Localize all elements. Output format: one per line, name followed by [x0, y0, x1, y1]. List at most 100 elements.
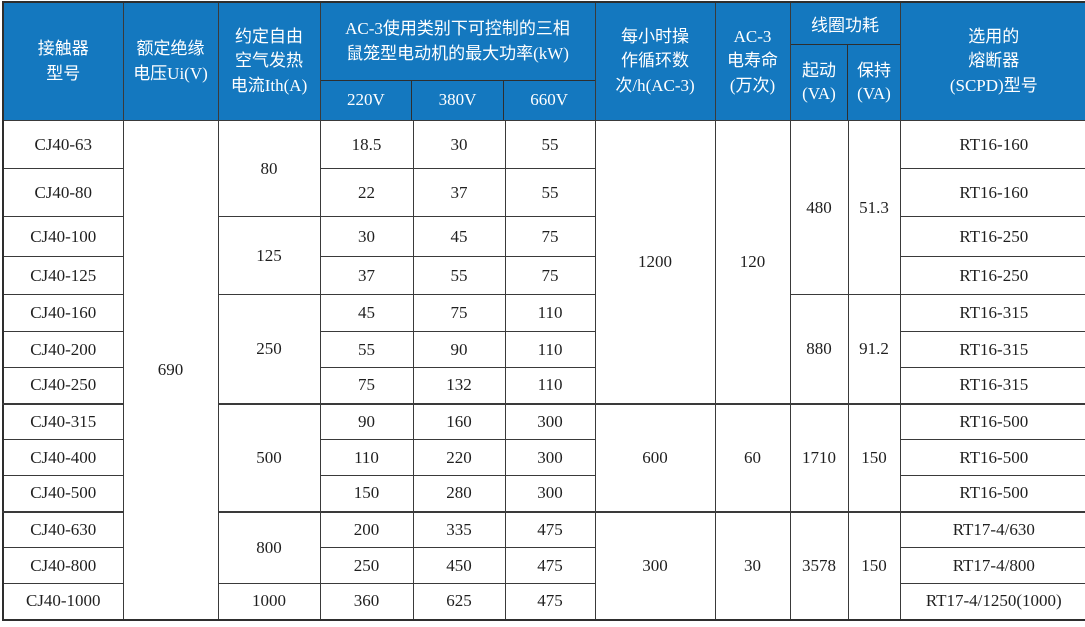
- header-max-power-title: AC-3使用类别下可控制的三相 鼠笼型电动机的最大功率(kW): [345, 18, 570, 63]
- power-660v-cell: 75: [504, 256, 596, 295]
- ith-cell: 250: [217, 294, 321, 404]
- table-row: CJ40-160 250 45 75 110 880 91.2 RT16-315: [2, 294, 1085, 404]
- fuse-cell: RT16-160: [899, 120, 1085, 169]
- model-cell: CJ40-200: [2, 331, 124, 368]
- ops-per-hour-cell: 600: [594, 402, 716, 512]
- power-660v-cell: 110: [504, 331, 596, 368]
- header-thermal-current: 约定自由 空气发热 电流Ith(A): [217, 1, 321, 121]
- fuse-cell: RT16-160: [899, 168, 1085, 217]
- electrical-life-cell: 120: [714, 120, 791, 404]
- power-220v-cell: 22: [319, 168, 414, 217]
- electrical-life-cell: 60: [714, 402, 791, 512]
- power-220v-cell: 18.5: [319, 120, 414, 169]
- power-380v-cell: 30: [412, 120, 506, 169]
- header-operating-cycles: 每小时操 作循环数 次/h(AC-3): [594, 1, 716, 121]
- ith-cell: 800: [217, 510, 321, 584]
- power-220v-cell: 90: [319, 402, 414, 440]
- power-380v-cell: 280: [412, 475, 506, 512]
- coil-power-subheaders: 起动 (VA) 保持 (VA): [791, 44, 900, 120]
- table-row: CJ40-630 800 200 335 475 300 30 3578 150…: [2, 510, 1085, 620]
- coil-hold-cell: 150: [847, 402, 901, 512]
- power-220v-cell: 110: [319, 439, 414, 476]
- table-row: CJ40-250 75 132 110 RT16-315: [2, 367, 1085, 404]
- coil-hold-cell: 51.3: [847, 120, 901, 295]
- power-220v-cell: 150: [319, 475, 414, 512]
- model-cell: CJ40-250: [2, 367, 124, 404]
- power-220v-cell: 200: [319, 510, 414, 548]
- power-380v-cell: 37: [412, 168, 506, 217]
- fuse-cell: RT16-315: [899, 367, 1085, 404]
- ith-cell: 125: [217, 216, 321, 295]
- power-380v-cell: 220: [412, 439, 506, 476]
- power-220v-cell: 30: [319, 216, 414, 257]
- header-fuse-type: 选用的 熔断器 (SCPD)型号: [899, 1, 1085, 121]
- fuse-cell: RT16-250: [899, 256, 1085, 295]
- power-220v-cell: 250: [319, 547, 414, 584]
- table-row: CJ40-125 37 55 75 RT16-250: [2, 256, 1085, 295]
- coil-start-cell: 3578: [789, 510, 849, 620]
- fuse-cell: RT16-250: [899, 216, 1085, 257]
- model-cell: CJ40-100: [2, 216, 124, 257]
- ith-cell: 500: [217, 402, 321, 512]
- fuse-cell: RT16-315: [899, 331, 1085, 368]
- coil-power-split: 线圈功耗 起动 (VA) 保持 (VA): [791, 3, 900, 120]
- power-660v-cell: 300: [504, 439, 596, 476]
- fuse-cell: RT17-4/1250(1000): [899, 583, 1085, 620]
- power-380v-cell: 90: [412, 331, 506, 368]
- header-660v: 660V: [502, 81, 594, 120]
- ops-per-hour-cell: 300: [594, 510, 716, 620]
- header-electrical-life: AC-3 电寿命 (万次): [714, 1, 791, 121]
- power-660v-cell: 475: [504, 547, 596, 584]
- header-max-power-group: AC-3使用类别下可控制的三相 鼠笼型电动机的最大功率(kW) 220V 380…: [319, 1, 596, 121]
- table-row: CJ40-500 150 280 300 RT16-500: [2, 475, 1085, 512]
- fuse-cell: RT16-500: [899, 439, 1085, 476]
- table-row: CJ40-800 250 450 475 RT17-4/800: [2, 547, 1085, 584]
- power-380v-cell: 335: [412, 510, 506, 548]
- power-220v-cell: 360: [319, 583, 414, 620]
- fuse-cell: RT16-500: [899, 475, 1085, 512]
- power-380v-cell: 160: [412, 402, 506, 440]
- header-380v: 380V: [411, 81, 503, 120]
- header-coil-power-group: 线圈功耗 起动 (VA) 保持 (VA): [789, 1, 901, 121]
- coil-start-cell: 480: [789, 120, 849, 295]
- coil-hold-cell: 91.2: [847, 294, 901, 404]
- power-380v-cell: 625: [412, 583, 506, 620]
- table-row: CJ40-1000 1000 360 625 475 RT17-4/1250(1…: [2, 583, 1085, 620]
- table-row: CJ40-400 110 220 300 RT16-500: [2, 439, 1085, 476]
- power-660v-cell: 475: [504, 583, 596, 620]
- coil-hold-cell: 150: [847, 510, 901, 620]
- header-220v: 220V: [346, 90, 385, 110]
- model-cell: CJ40-400: [2, 439, 124, 476]
- power-380v-cell: 75: [412, 294, 506, 332]
- model-cell: CJ40-125: [2, 256, 124, 295]
- max-power-subheaders: 220V 380V 660V: [321, 80, 595, 120]
- power-220v-cell: 55: [319, 331, 414, 368]
- power-380v-cell: 450: [412, 547, 506, 584]
- model-cell: CJ40-315: [2, 402, 124, 440]
- ith-cell: 1000: [217, 583, 321, 620]
- power-220v-cell: 75: [319, 367, 414, 404]
- header-contactor-model: 接触器 型号: [2, 1, 124, 121]
- coil-start-cell: 1710: [789, 402, 849, 512]
- header-coil-start-va: 起动 (VA): [802, 60, 836, 103]
- header-rated-insulation-voltage: 额定绝缘 电压Ui(V): [122, 1, 219, 121]
- power-380v-cell: 132: [412, 367, 506, 404]
- coil-start-cell: 880: [789, 294, 849, 404]
- model-cell: CJ40-160: [2, 294, 124, 332]
- electrical-life-cell: 30: [714, 510, 791, 620]
- table-header: 接触器 型号 额定绝缘 电压Ui(V) 约定自由 空气发热 电流Ith(A) A…: [2, 1, 1085, 121]
- header-coil-power-title: 线圈功耗: [811, 16, 880, 35]
- header-row: 接触器 型号 额定绝缘 电压Ui(V) 约定自由 空气发热 电流Ith(A) A…: [2, 1, 1085, 121]
- model-cell: CJ40-63: [2, 120, 124, 169]
- ui-voltage-cell: 690: [122, 120, 219, 620]
- ith-cell: 80: [217, 120, 321, 217]
- model-cell: CJ40-800: [2, 547, 124, 584]
- table-body: CJ40-63 690 80 18.5 30 55 1200 120 480 5…: [2, 120, 1085, 620]
- max-power-split: AC-3使用类别下可控制的三相 鼠笼型电动机的最大功率(kW) 220V 380…: [321, 3, 595, 120]
- table-row: CJ40-315 500 90 160 300 600 60 1710 150 …: [2, 402, 1085, 512]
- model-cell: CJ40-1000: [2, 583, 124, 620]
- model-cell: CJ40-630: [2, 510, 124, 548]
- power-220v-cell: 37: [319, 256, 414, 295]
